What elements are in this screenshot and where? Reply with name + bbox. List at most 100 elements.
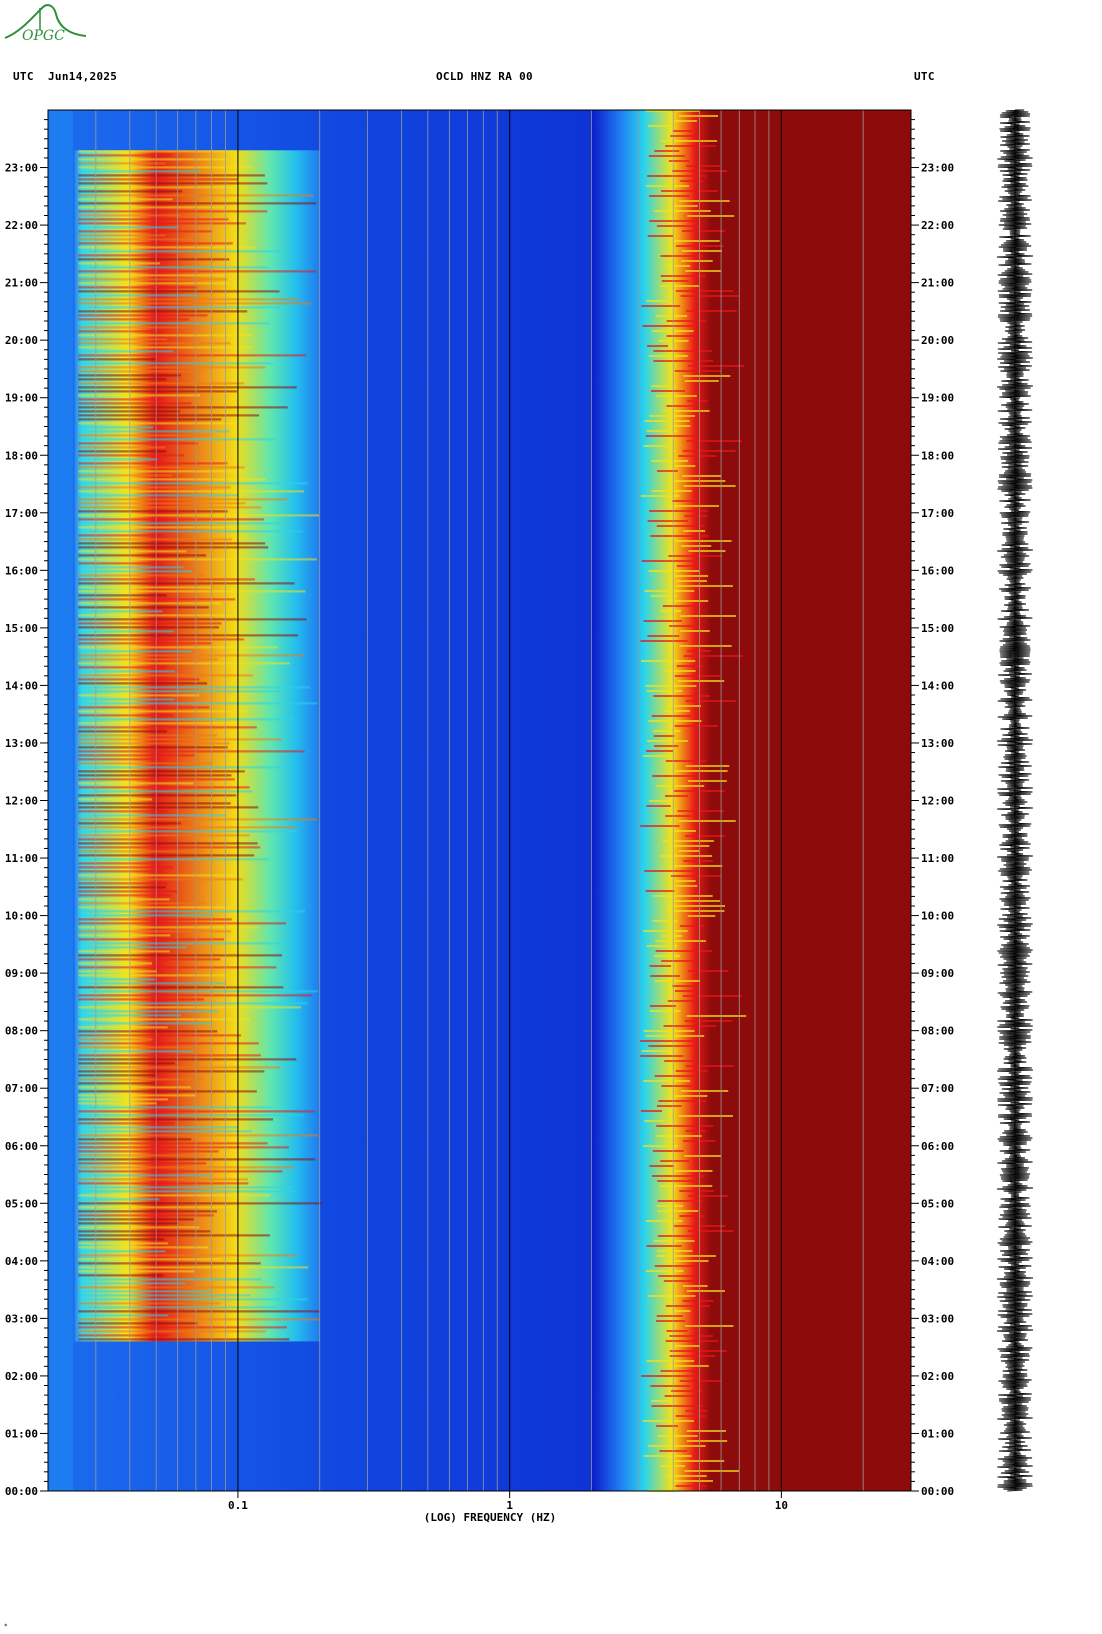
high-band-streak <box>682 450 736 452</box>
low-band-streak <box>78 466 245 469</box>
high-band-streak <box>686 440 742 442</box>
low-band-streak <box>78 882 168 885</box>
y-tick-label: 04:00 <box>5 1255 38 1268</box>
high-band-streak <box>640 1040 694 1042</box>
high-band-streak <box>640 1110 662 1112</box>
high-band-streak <box>670 845 710 847</box>
low-band-streak <box>78 1234 270 1237</box>
low-band-streak <box>78 338 168 341</box>
high-band-streak <box>660 1465 685 1467</box>
high-band-streak <box>687 970 729 972</box>
high-band-streak <box>657 1435 698 1437</box>
high-band-streak <box>660 1160 690 1162</box>
high-band-streak <box>649 800 672 802</box>
high-band-streak <box>655 315 688 317</box>
high-band-streak <box>656 785 705 787</box>
low-band-streak <box>78 302 312 305</box>
high-band-streak <box>665 760 707 762</box>
low-band-streak <box>78 458 158 461</box>
low-band-streak <box>78 174 265 177</box>
low-band-streak <box>78 842 258 845</box>
low-band-streak <box>78 878 243 881</box>
low-band-streak <box>78 1274 164 1277</box>
low-band-streak <box>78 782 194 785</box>
high-band-streak <box>656 1255 716 1257</box>
y-tick-label: 12:00 <box>5 795 38 808</box>
high-band-streak <box>687 400 708 402</box>
high-band-streak <box>665 145 716 147</box>
high-band-streak <box>661 1085 692 1087</box>
high-band-streak <box>678 820 736 822</box>
low-band-streak <box>78 786 250 789</box>
low-band-streak <box>78 742 230 745</box>
low-band-streak <box>78 1198 160 1201</box>
y-tick-label: 16:00 <box>921 564 954 577</box>
low-band-streak <box>78 958 221 961</box>
high-band-streak <box>688 1195 728 1197</box>
high-band-streak <box>640 640 688 642</box>
y-tick-label: 09:00 <box>5 967 38 980</box>
low-band-streak <box>78 766 292 769</box>
high-band-streak <box>664 1395 698 1397</box>
high-band-streak <box>661 140 718 142</box>
low-band-streak <box>78 182 268 185</box>
high-band-streak <box>666 1330 688 1332</box>
low-band-streak <box>78 754 195 757</box>
low-band-streak <box>78 666 167 669</box>
high-band-streak <box>680 295 740 297</box>
high-band-streak <box>643 1080 690 1082</box>
high-band-streak <box>680 1090 729 1092</box>
high-band-streak <box>653 1240 695 1242</box>
low-band-streak <box>78 702 318 705</box>
high-band-streak <box>645 1220 683 1222</box>
high-band-streak <box>660 255 704 257</box>
high-band-streak <box>659 1185 713 1187</box>
high-band-streak <box>646 1360 695 1362</box>
low-band-streak <box>78 718 294 721</box>
low-band-streak <box>78 190 183 193</box>
high-band-streak <box>657 1180 695 1182</box>
low-band-streak <box>78 1090 257 1093</box>
high-band-streak <box>683 860 714 862</box>
high-band-streak <box>679 1215 705 1217</box>
low-band-streak <box>78 1178 248 1181</box>
high-band-streak <box>675 1485 707 1487</box>
low-band-streak <box>78 406 288 409</box>
low-band-streak <box>78 798 152 801</box>
low-band-streak <box>78 806 259 809</box>
low-band-streak <box>78 230 213 233</box>
high-band-streak <box>672 1095 708 1097</box>
low-band-streak <box>78 774 232 777</box>
low-band-streak <box>78 1022 212 1025</box>
low-band-streak <box>78 538 233 541</box>
low-band-streak <box>78 1334 169 1337</box>
spectrogram-plot <box>47 109 912 1492</box>
low-band-streak <box>78 590 306 593</box>
high-band-streak <box>671 1390 703 1392</box>
high-band-streak <box>678 850 700 852</box>
high-band-streak <box>653 350 712 352</box>
low-band-streak <box>78 510 228 513</box>
high-band-streak <box>651 330 694 332</box>
low-band-streak <box>78 1242 169 1245</box>
low-band-streak <box>78 814 227 817</box>
low-band-streak <box>78 898 170 901</box>
high-band-streak <box>648 720 702 722</box>
high-band-streak <box>648 355 688 357</box>
low-band-streak <box>78 794 237 797</box>
high-band-streak <box>656 1320 686 1322</box>
low-band-streak <box>78 826 297 829</box>
low-band-streak <box>78 1114 304 1117</box>
high-band-streak <box>643 755 671 757</box>
low-band-streak <box>78 662 290 665</box>
high-band-streak <box>644 1120 666 1122</box>
high-band-streak <box>674 575 709 577</box>
high-band-streak <box>686 1440 728 1442</box>
low-band-streak <box>78 326 198 329</box>
low-band-streak <box>78 574 205 577</box>
high-band-streak <box>651 460 689 462</box>
y-tick-label: 09:00 <box>921 967 954 980</box>
low-band-streak <box>78 370 192 373</box>
high-band-streak <box>664 710 690 712</box>
